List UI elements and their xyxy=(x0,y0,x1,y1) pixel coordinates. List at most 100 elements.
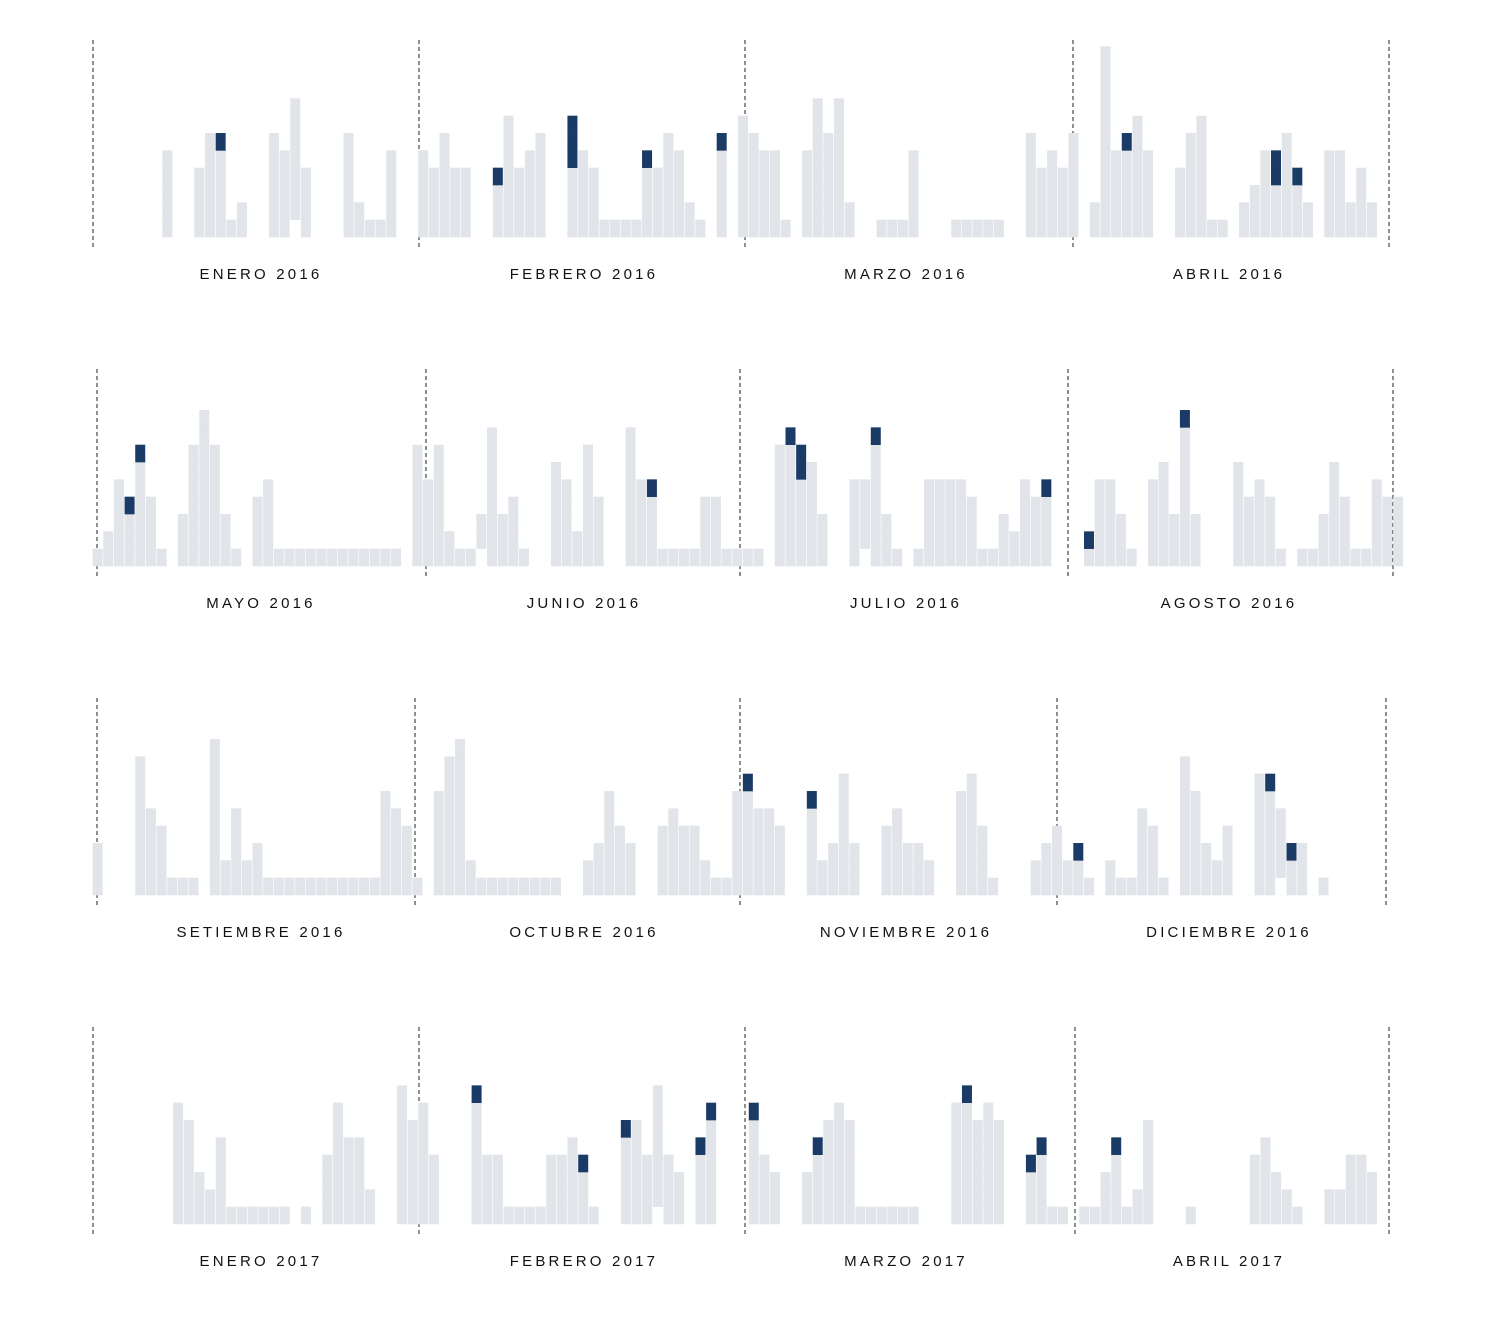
bar-cell xyxy=(833,133,844,151)
bar-cell xyxy=(838,773,849,792)
bar-cell xyxy=(1062,877,1073,896)
bar-cell xyxy=(1260,1172,1271,1190)
day-bar xyxy=(561,479,572,567)
bar-cell xyxy=(753,548,764,567)
bar-cell xyxy=(614,825,625,844)
day-bar xyxy=(300,167,311,238)
bar-cell xyxy=(738,167,748,186)
bar-cell xyxy=(418,1137,429,1155)
bar-cell xyxy=(817,548,828,567)
day-bar xyxy=(689,548,700,567)
bar-cell xyxy=(1281,1206,1292,1225)
bar-cell xyxy=(1036,1189,1047,1207)
month-label: SETIEMBRE 2016 xyxy=(176,924,345,941)
day-bar xyxy=(252,496,263,567)
day-bar xyxy=(173,1102,184,1225)
bar-cell xyxy=(833,98,844,116)
bar-cell xyxy=(934,479,945,497)
bar-cell xyxy=(428,1206,439,1225)
bar-cell xyxy=(269,1206,280,1225)
bar-cell xyxy=(1302,219,1313,238)
bar-cell xyxy=(1121,1206,1132,1225)
bar-cell xyxy=(897,219,908,238)
bar-cell xyxy=(588,167,599,186)
bar-cell xyxy=(460,202,471,220)
bar-cell xyxy=(156,860,167,878)
bar-cell xyxy=(1233,548,1244,567)
bar-cell xyxy=(407,1206,418,1225)
bar-cell xyxy=(167,877,178,896)
bar-cell xyxy=(1020,496,1031,515)
day-bar xyxy=(1179,756,1190,896)
bar-cell xyxy=(1190,548,1201,567)
bar-cell xyxy=(924,860,935,878)
bar-cell xyxy=(433,825,444,844)
bar-cell xyxy=(823,1120,834,1138)
bar-cell xyxy=(482,1189,493,1207)
highlight-cell xyxy=(1271,167,1281,186)
bar-cell xyxy=(401,843,412,861)
day-bar xyxy=(913,843,924,896)
bar-cell xyxy=(205,219,215,238)
bar-cell xyxy=(646,531,657,549)
day-bar xyxy=(1025,133,1036,238)
day-bar xyxy=(684,202,695,238)
day-bar xyxy=(1265,773,1276,896)
bar-cell xyxy=(1105,860,1116,878)
bar-cell xyxy=(423,531,434,549)
bar-cell xyxy=(1324,1189,1335,1207)
bar-cell xyxy=(625,860,636,878)
day-bar xyxy=(887,219,898,238)
bar-cell xyxy=(961,1102,972,1121)
bar-cell xyxy=(471,1206,482,1225)
month-label: FEBRERO 2017 xyxy=(510,1253,658,1270)
day-bar xyxy=(1083,877,1094,896)
day-bar xyxy=(951,1102,962,1225)
bar-cell xyxy=(844,1189,855,1207)
bar-cell xyxy=(732,548,743,567)
bar-cell xyxy=(961,1189,972,1207)
bar-cell xyxy=(300,202,311,220)
bar-cell xyxy=(567,185,578,203)
bar-cell xyxy=(1057,185,1068,203)
day-bar xyxy=(674,150,685,238)
bar-cell xyxy=(860,479,871,497)
day-bar xyxy=(401,825,412,896)
bar-cell xyxy=(284,548,295,567)
bar-cell xyxy=(1185,167,1196,186)
day-bar xyxy=(657,548,668,567)
bar-cell xyxy=(567,202,578,220)
bar-cell xyxy=(156,877,167,896)
bar-cell xyxy=(418,150,429,168)
bar-cell xyxy=(199,427,210,445)
bar-cell xyxy=(365,1189,375,1207)
day-bar xyxy=(1126,877,1137,896)
bar-cell xyxy=(209,514,220,532)
bar-cell xyxy=(1137,877,1148,896)
bar-cell xyxy=(1132,167,1143,186)
bar-cell xyxy=(194,1172,205,1190)
bar-cell xyxy=(1089,202,1100,220)
bar-cell xyxy=(806,479,817,497)
bar-cell xyxy=(1115,514,1126,532)
day-bar xyxy=(897,219,908,238)
bar-cell xyxy=(716,167,727,186)
bar-cell xyxy=(742,860,753,878)
month-label: AGOSTO 2016 xyxy=(1161,595,1298,612)
day-bar xyxy=(177,514,188,567)
day-bar xyxy=(343,1137,354,1225)
bar-cell xyxy=(1196,202,1207,220)
bar-cell xyxy=(759,202,770,220)
bar-cell xyxy=(678,825,689,844)
day-bar xyxy=(1254,773,1265,896)
bar-cell xyxy=(380,860,391,878)
bar-cell xyxy=(770,1189,781,1207)
bar-cell xyxy=(124,514,135,532)
bar-cell xyxy=(173,1172,184,1190)
bar-cell xyxy=(492,1189,503,1207)
bar-cell xyxy=(1239,219,1250,238)
bar-cell xyxy=(433,791,444,809)
highlight-cell xyxy=(1121,133,1132,151)
bar-cell xyxy=(418,1102,429,1121)
bar-cell xyxy=(1111,219,1122,238)
